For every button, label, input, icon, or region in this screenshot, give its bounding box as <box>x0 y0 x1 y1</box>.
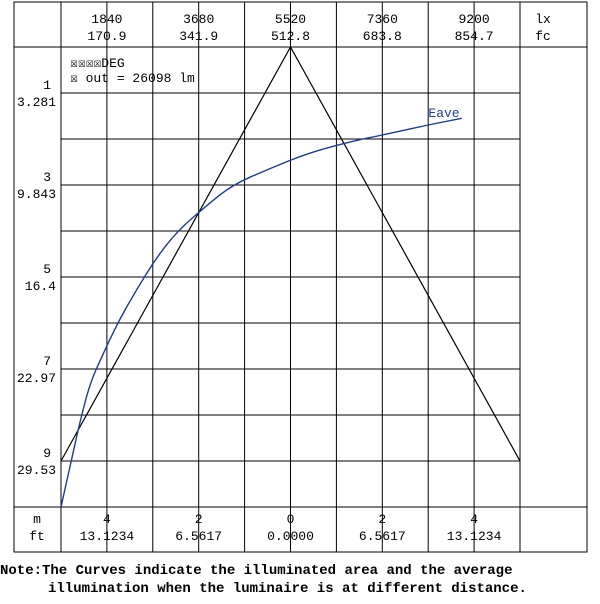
bottom-tick-m: 2 <box>195 512 203 527</box>
top-axis-ticks: 1840 170.9 3680 341.9 5520 512.8 7360 683.8 9200… <box>87 12 493 44</box>
illuminance-chart: 1840170.93680341.95520512.87360683.89200… <box>13 1 588 553</box>
left-axis-ticks: 1 3.281 3 9.843 5 16.4 7 22.97 9 29.53 <box>17 78 56 478</box>
top-tick-lx: 9200 <box>458 12 489 27</box>
top-tick-fc: 683.8 <box>363 29 402 44</box>
plot-layer: Eave <box>60 45 521 508</box>
bottom-tick-ft: 6.5617 <box>175 529 222 544</box>
bottom-tick-ft: 13.1234 <box>447 529 502 544</box>
top-tick-lx: 7360 <box>367 12 398 27</box>
top-tick-fc: 854.7 <box>455 29 494 44</box>
top-tick-lx: 5520 <box>275 12 306 27</box>
footnote-line-2: illumination when the luminaire is at di… <box>48 581 527 597</box>
left-tick-ft: 9.843 <box>17 187 56 202</box>
outer-border <box>13 1 588 553</box>
left-tick-ft: 29.53 <box>17 463 56 478</box>
bottom-tick-m: 2 <box>378 512 386 527</box>
top-tick-fc: 512.8 <box>271 29 310 44</box>
top-axis-unit-lx: lx <box>535 12 551 27</box>
top-tick-fc: 170.9 <box>87 29 126 44</box>
left-tick-m: 9 <box>43 446 51 461</box>
top-axis-unit-fc: fc <box>535 29 551 44</box>
footnote: Note:The Curves indicate the illuminated… <box>0 562 600 598</box>
top-tick-lx: 3680 <box>183 12 214 27</box>
legend-line-2: ☒ out = 26098 lm <box>70 71 195 86</box>
left-tick-m: 5 <box>43 262 51 277</box>
left-tick-ft: 22.97 <box>17 371 56 386</box>
bottom-tick-ft: 6.5617 <box>359 529 406 544</box>
bottom-tick-ft: 13.1234 <box>80 529 135 544</box>
bottom-axis-unit-ft: ft <box>29 529 45 544</box>
series-eave-label: Eave <box>428 106 459 121</box>
bottom-axis-unit-m: m <box>33 512 41 527</box>
series-eave-line <box>60 117 462 508</box>
footnote-line-1: Note:The Curves indicate the illuminated… <box>0 563 513 579</box>
left-tick-m: 1 <box>43 78 51 93</box>
left-tick-ft: 16.4 <box>25 279 56 294</box>
bottom-tick-ft: 0.0000 <box>267 529 314 544</box>
left-tick-m: 7 <box>43 354 51 369</box>
top-tick-fc: 341.9 <box>179 29 218 44</box>
legend-line-1: ☒☒☒☒DEG <box>70 56 125 71</box>
top-tick-lx: 1840 <box>91 12 122 27</box>
beam-outline <box>60 45 521 462</box>
bottom-tick-m: 4 <box>470 512 478 527</box>
bottom-tick-m: 4 <box>103 512 111 527</box>
left-tick-ft: 3.281 <box>17 95 56 110</box>
bottom-tick-m: 0 <box>287 512 295 527</box>
bottom-axis-ticks: 4 13.1234 2 6.5617 0 0.0000 2 6.5617 4 13.1234 <box>80 512 502 544</box>
left-tick-m: 3 <box>43 170 51 185</box>
